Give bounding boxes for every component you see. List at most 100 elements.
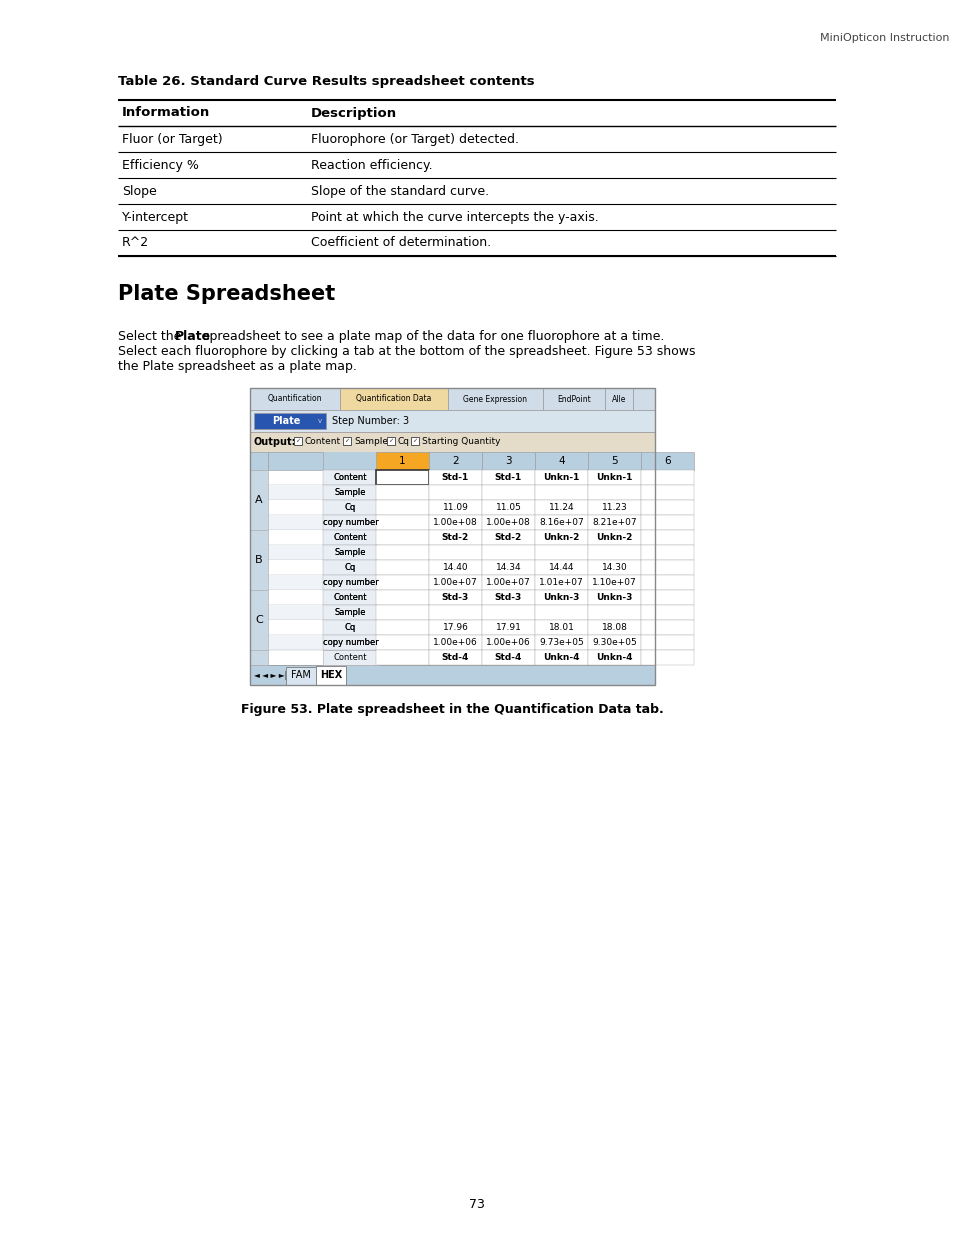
Bar: [481, 576, 535, 590]
Text: spreadsheet to see a plate map of the data for one fluorophore at a time.: spreadsheet to see a plate map of the da…: [199, 330, 663, 343]
Bar: [535, 605, 587, 620]
Bar: [323, 515, 377, 530]
Bar: [268, 530, 655, 545]
Bar: [640, 452, 693, 471]
Text: Information: Information: [122, 106, 210, 120]
Bar: [411, 437, 418, 445]
Bar: [268, 500, 655, 515]
Bar: [323, 559, 377, 576]
Text: Step Number: 3: Step Number: 3: [332, 416, 409, 426]
Bar: [375, 650, 429, 664]
Text: Cq: Cq: [345, 622, 355, 632]
Text: Content: Content: [334, 534, 367, 542]
Bar: [429, 500, 481, 515]
Bar: [268, 452, 323, 471]
Bar: [633, 388, 655, 410]
Text: R^2: R^2: [122, 236, 149, 249]
Bar: [268, 485, 655, 500]
Bar: [640, 485, 693, 500]
Bar: [448, 388, 542, 410]
Bar: [268, 545, 655, 559]
Text: Cq: Cq: [397, 437, 410, 447]
Bar: [268, 515, 655, 530]
Bar: [604, 388, 633, 410]
Bar: [535, 620, 587, 635]
Bar: [323, 545, 377, 559]
Bar: [375, 576, 429, 590]
Bar: [535, 650, 587, 664]
Text: Unkn-2: Unkn-2: [596, 534, 632, 542]
Text: Sample: Sample: [335, 548, 366, 557]
Text: Coefficient of determination.: Coefficient of determination.: [311, 236, 491, 249]
Bar: [429, 545, 481, 559]
Bar: [587, 471, 640, 485]
Bar: [268, 620, 655, 635]
Text: 1.10e+07: 1.10e+07: [592, 578, 637, 587]
Text: 18.01: 18.01: [548, 622, 574, 632]
Bar: [268, 635, 655, 650]
Text: Unkn-1: Unkn-1: [543, 473, 579, 482]
Bar: [542, 388, 604, 410]
Text: Quantification Data: Quantification Data: [355, 394, 432, 404]
Text: 11.09: 11.09: [442, 503, 468, 513]
Bar: [268, 605, 655, 620]
Text: 11.24: 11.24: [548, 503, 574, 513]
Text: 18.08: 18.08: [601, 622, 627, 632]
Bar: [375, 635, 429, 650]
Bar: [481, 635, 535, 650]
Bar: [481, 590, 535, 605]
Text: Sample: Sample: [335, 488, 366, 496]
Bar: [587, 500, 640, 515]
Bar: [323, 650, 377, 664]
Text: Description: Description: [311, 106, 396, 120]
Bar: [339, 388, 448, 410]
Bar: [640, 576, 693, 590]
Text: EndPoint: EndPoint: [557, 394, 590, 404]
Bar: [429, 605, 481, 620]
Bar: [587, 576, 640, 590]
Text: 1.00e+06: 1.00e+06: [433, 638, 477, 647]
Bar: [375, 485, 429, 500]
Bar: [429, 485, 481, 500]
Bar: [250, 452, 655, 471]
Text: 8.21e+07: 8.21e+07: [592, 517, 637, 527]
Bar: [481, 485, 535, 500]
Bar: [268, 471, 655, 485]
Text: 73: 73: [469, 1198, 484, 1212]
Text: Starting Quantity: Starting Quantity: [421, 437, 500, 447]
Text: 1.01e+07: 1.01e+07: [538, 578, 583, 587]
Bar: [268, 559, 655, 576]
Bar: [587, 635, 640, 650]
Bar: [343, 437, 351, 445]
Text: Alle: Alle: [611, 394, 625, 404]
Bar: [429, 452, 481, 471]
Bar: [323, 576, 377, 590]
Bar: [587, 485, 640, 500]
Text: Sample: Sample: [335, 608, 366, 618]
Bar: [268, 576, 655, 590]
Bar: [375, 545, 429, 559]
Text: 17.91: 17.91: [495, 622, 521, 632]
Text: Std-4: Std-4: [495, 653, 521, 662]
Text: ✓: ✓: [295, 438, 300, 443]
Text: 8.16e+07: 8.16e+07: [538, 517, 583, 527]
Bar: [535, 485, 587, 500]
Bar: [315, 666, 346, 685]
Text: Point at which the curve intercepts the y-axis.: Point at which the curve intercepts the …: [311, 210, 598, 224]
Bar: [481, 559, 535, 576]
Bar: [481, 471, 535, 485]
Bar: [375, 559, 429, 576]
Bar: [250, 530, 268, 590]
Text: ✓: ✓: [412, 438, 417, 443]
Bar: [429, 650, 481, 664]
Bar: [640, 500, 693, 515]
Text: Sample: Sample: [335, 608, 366, 618]
Bar: [640, 650, 693, 664]
Bar: [640, 590, 693, 605]
Text: Figure 53. Plate spreadsheet in the Quantification Data tab.: Figure 53. Plate spreadsheet in the Quan…: [241, 703, 663, 716]
Bar: [323, 485, 377, 500]
Bar: [535, 635, 587, 650]
Text: Std-3: Std-3: [495, 593, 521, 601]
Bar: [250, 388, 339, 410]
Text: Cq: Cq: [345, 563, 355, 572]
